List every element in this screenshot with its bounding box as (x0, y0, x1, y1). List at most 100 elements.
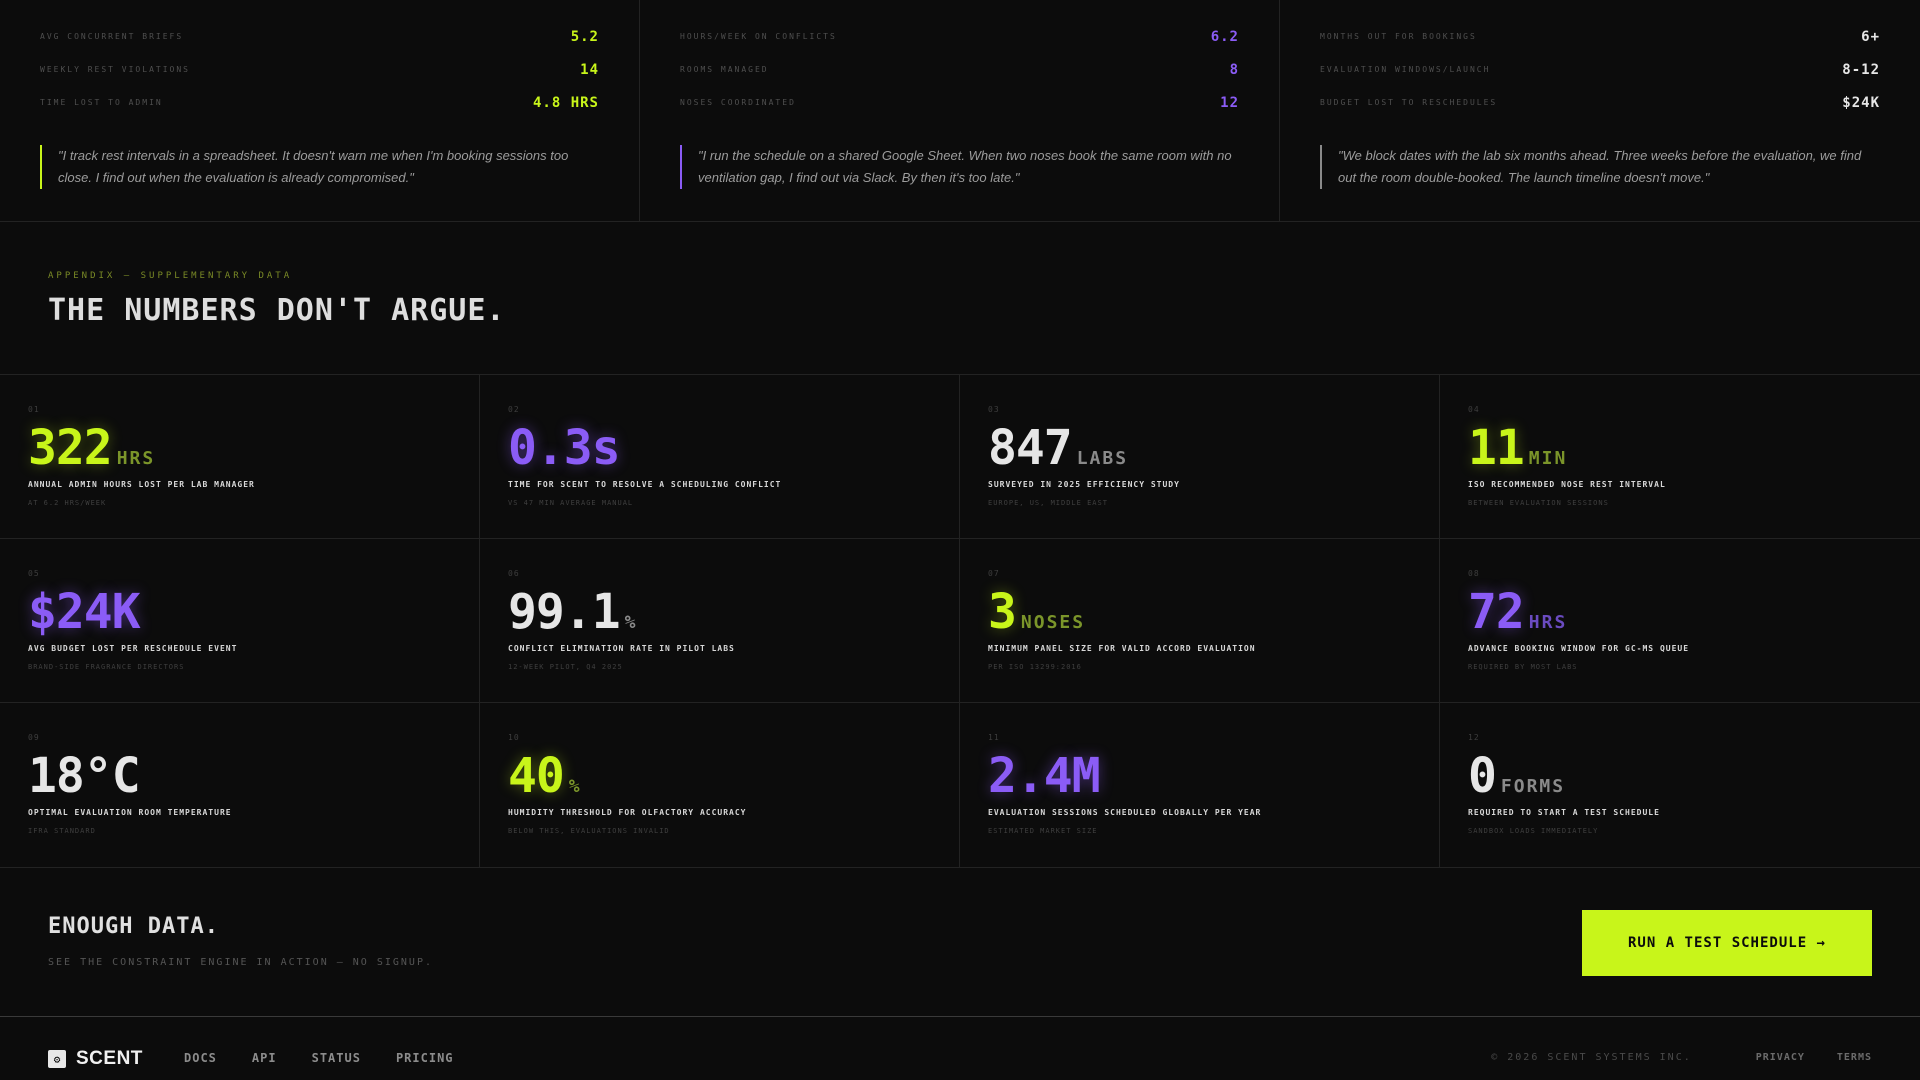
stat-unit: % (624, 612, 638, 633)
stat-card: 09 18°C OPTIMAL EVALUATION ROOM TEMPERATUR… (0, 703, 480, 867)
stat-figure: 2.4M (988, 748, 1411, 804)
stat-sub: PER ISO 13299:2016 (988, 663, 1082, 671)
persona-stat-label: NOSES COORDINATED (680, 98, 796, 107)
stat-index: 03 (988, 405, 1000, 414)
persona-stat-value: 14 (580, 61, 599, 78)
persona-card-brand-director: MONTHS OUT FOR BOOKINGS 6+ EVALUATION WI… (1280, 0, 1920, 221)
stat-unit: FORMS (1500, 776, 1566, 797)
stat-figure: $24K (28, 584, 451, 640)
stat-label: AVG BUDGET LOST PER RESCHEDULE EVENT (28, 644, 238, 653)
stat-index: 04 (1468, 405, 1480, 414)
stat-sub: REQUIRED BY MOST LABS (1468, 663, 1578, 671)
stat-figure: 18°C (28, 748, 451, 804)
persona-stat-row: TIME LOST TO ADMIN 4.8 HRS (40, 86, 599, 119)
persona-stat-value: 5.2 (570, 28, 599, 45)
stat-card: 11 2.4M EVALUATION SESSIONS SCHEDULED GLOB… (960, 703, 1440, 867)
persona-stat-value: 6.2 (1210, 28, 1239, 45)
cta-section: ENOUGH DATA. SEE THE CONSTRAINT ENGINE I… (0, 868, 1920, 1017)
persona-quote: "I run the schedule on a shared Google S… (680, 145, 1239, 189)
footer-nav-docs[interactable]: DOCS (184, 1051, 217, 1065)
stat-card: 07 3 NOSES MINIMUM PANEL SIZE FOR VALID ACC… (960, 539, 1440, 703)
persona-stat-label: MONTHS OUT FOR BOOKINGS (1320, 32, 1477, 41)
run-test-schedule-button[interactable]: RUN A TEST SCHEDULE → (1582, 910, 1872, 976)
footer-nav: DOCS API STATUS PRICING (184, 1051, 489, 1065)
footer-legal: © 2026 SCENT SYSTEMS INC. PRIVACY TERMS (1491, 1052, 1872, 1063)
stat-index: 11 (988, 733, 1000, 742)
persona-stat-value: 8-12 (1842, 61, 1880, 78)
persona-stat-value: 6+ (1861, 28, 1880, 45)
persona-stat-row: MONTHS OUT FOR BOOKINGS 6+ (1320, 20, 1880, 53)
stat-label: HUMIDITY THRESHOLD FOR OLFACTORY ACCURAC… (508, 808, 747, 817)
stat-unit: LABS (1076, 448, 1129, 469)
persona-stat-label: BUDGET LOST TO RESCHEDULES (1320, 98, 1498, 107)
stat-value: 0 (1468, 748, 1497, 804)
copyright: © 2026 SCENT SYSTEMS INC. (1491, 1052, 1692, 1063)
stat-index: 07 (988, 569, 1000, 578)
gear-icon: ⚙ (48, 1050, 66, 1068)
persona-card-scheduler: HOURS/WEEK ON CONFLICTS 6.2 ROOMS MANAGE… (640, 0, 1280, 221)
stat-index: 02 (508, 405, 520, 414)
persona-stat-label: TIME LOST TO ADMIN (40, 98, 163, 107)
stat-figure: 322 HRS (28, 420, 451, 476)
stat-figure: 0.3s (508, 420, 931, 476)
stat-sub: 12-WEEK PILOT, Q4 2025 (508, 663, 623, 671)
stat-value: 3 (988, 584, 1017, 640)
persona-stat-row: BUDGET LOST TO RESCHEDULES $24K (1320, 86, 1880, 119)
persona-stat-row: AVG CONCURRENT BRIEFS 5.2 (40, 20, 599, 53)
stat-card: 03 847 LABS SURVEYED IN 2025 EFFICIENCY STU… (960, 375, 1440, 539)
footer-nav-status[interactable]: STATUS (311, 1051, 361, 1065)
appendix-eyebrow: APPENDIX — SUPPLEMENTARY DATA (48, 271, 293, 281)
stat-card: 08 72 HRS ADVANCE BOOKING WINDOW FOR GC-MS … (1440, 539, 1920, 703)
brand-logo[interactable]: ⚙ SCENT (48, 1048, 143, 1070)
stat-figure: 11 MIN (1468, 420, 1892, 476)
stat-index: 12 (1468, 733, 1480, 742)
stat-sub: EUROPE, US, MIDDLE EAST (988, 499, 1108, 507)
stat-index: 09 (28, 733, 40, 742)
stat-unit: HRS (116, 448, 156, 469)
persona-quote: "We block dates with the lab six months … (1320, 145, 1880, 189)
stat-value: 847 (988, 420, 1073, 476)
stat-card: 06 99.1% CONFLICT ELIMINATION RATE IN PILO… (480, 539, 960, 703)
persona-card-lab-manager: AVG CONCURRENT BRIEFS 5.2 WEEKLY REST VI… (0, 0, 640, 221)
persona-stat-label: EVALUATION WINDOWS/LAUNCH (1320, 65, 1491, 74)
persona-stat-row: HOURS/WEEK ON CONFLICTS 6.2 (680, 20, 1239, 53)
persona-stat-label: WEEKLY REST VIOLATIONS (40, 65, 190, 74)
brand-name: SCENT (76, 1048, 143, 1069)
stat-value: 99.1 (508, 584, 621, 640)
terms-link[interactable]: TERMS (1836, 1052, 1872, 1063)
persona-stat-value: 8 (1229, 61, 1239, 78)
stat-value: 18°C (28, 748, 141, 804)
stat-sub: SANDBOX LOADS IMMEDIATELY (1468, 827, 1599, 835)
footer-nav-pricing[interactable]: PRICING (395, 1051, 454, 1065)
stat-value: 72 (1468, 584, 1525, 640)
stat-index: 06 (508, 569, 520, 578)
stat-value: $24K (28, 584, 141, 640)
stat-figure: 847 LABS (988, 420, 1411, 476)
stat-card: 10 40% HUMIDITY THRESHOLD FOR OLFACTORY AC… (480, 703, 960, 867)
stat-unit: HRS (1528, 612, 1568, 633)
stat-value: 2.4M (988, 748, 1101, 804)
persona-stat-row: ROOMS MANAGED 8 (680, 53, 1239, 86)
stat-figure: 99.1% (508, 584, 931, 640)
stat-unit: MIN (1528, 448, 1568, 469)
stat-value: 11 (1468, 420, 1525, 476)
privacy-link[interactable]: PRIVACY (1755, 1052, 1805, 1063)
stat-sub: AT 6.2 HRS/WEEK (28, 499, 107, 507)
stat-figure: 40% (508, 748, 931, 804)
stat-figure: 3 NOSES (988, 584, 1411, 640)
stat-figure: 0 FORMS (1468, 748, 1892, 804)
stat-card: 12 0 FORMS REQUIRED TO START A TEST SCHEDUL… (1440, 703, 1920, 867)
persona-stat-value: $24K (1842, 94, 1880, 111)
footer: ⚙ SCENT DOCS API STATUS PRICING © 2026 S… (0, 1017, 1920, 1077)
stat-label: ANNUAL ADMIN HOURS LOST PER LAB MANAGER (28, 480, 255, 489)
appendix-header: APPENDIX — SUPPLEMENTARY DATA THE NUMBER… (0, 222, 1920, 375)
stat-value: 0.3s (508, 420, 621, 476)
stat-sub: BETWEEN EVALUATION SESSIONS (1468, 499, 1609, 507)
stat-label: SURVEYED IN 2025 EFFICIENCY STUDY (988, 480, 1180, 489)
footer-nav-api[interactable]: API (251, 1051, 277, 1065)
stat-sub: ESTIMATED MARKET SIZE (988, 827, 1098, 835)
stat-card: 01 322 HRS ANNUAL ADMIN HOURS LOST PER LAB … (0, 375, 480, 539)
section-title: THE NUMBERS DON'T ARGUE. (48, 293, 506, 328)
stat-card: 05 $24K AVG BUDGET LOST PER RESCHEDULE EVE… (0, 539, 480, 703)
persona-stat-row: NOSES COORDINATED 12 (680, 86, 1239, 119)
